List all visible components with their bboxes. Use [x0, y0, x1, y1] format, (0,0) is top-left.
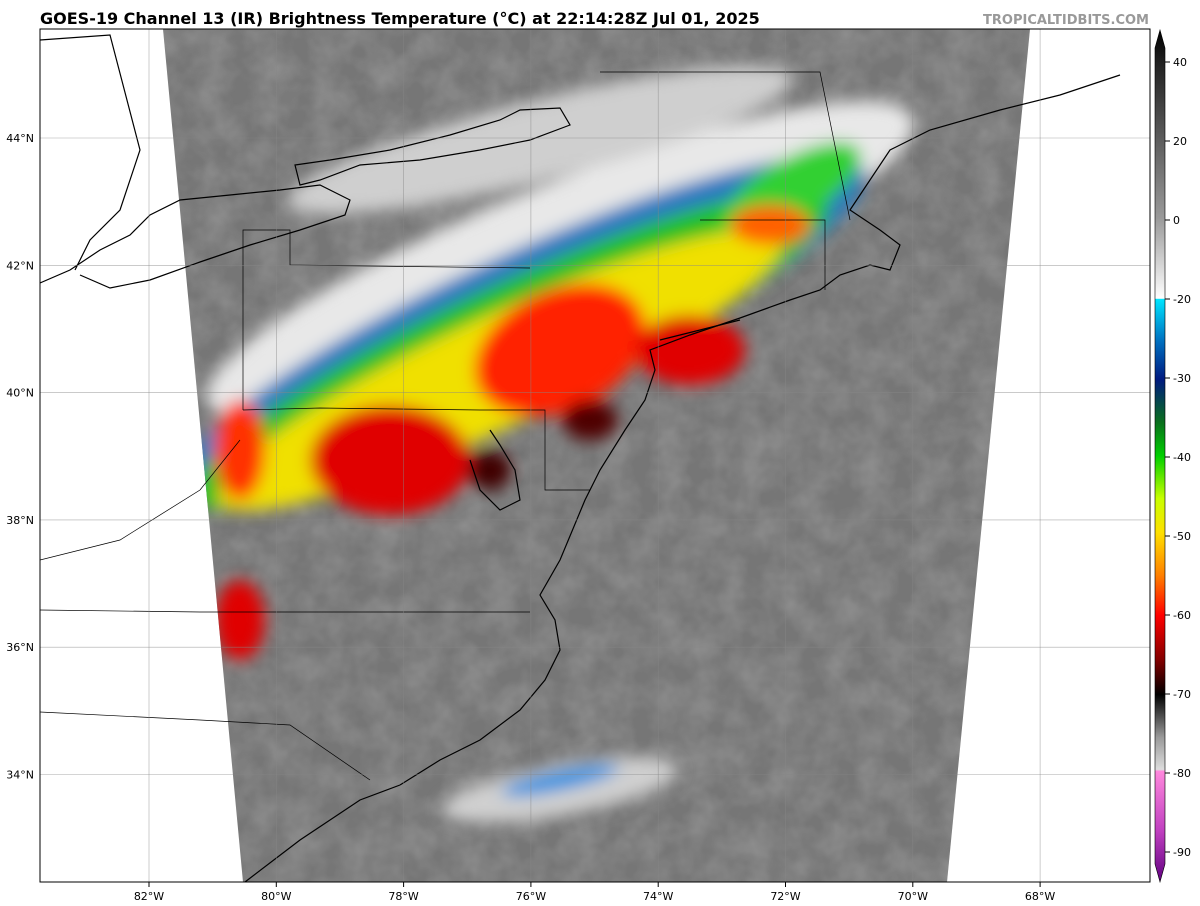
- lat-label: 40°N: [6, 387, 34, 400]
- colorbar: [1154, 28, 1166, 884]
- lat-label: 34°N: [6, 769, 34, 782]
- lon-label: 82°W: [134, 890, 164, 903]
- colorbar-label: -90: [1173, 846, 1191, 859]
- lon-label: 74°W: [643, 890, 673, 903]
- lon-label: 70°W: [898, 890, 928, 903]
- colorbar-label: -20: [1173, 293, 1191, 306]
- lon-label: 76°W: [516, 890, 546, 903]
- lon-label: 78°W: [388, 890, 418, 903]
- lon-label: 72°W: [770, 890, 800, 903]
- map-frame: [39, 28, 1151, 883]
- colorbar-label: -80: [1173, 767, 1191, 780]
- colorbar-label: -40: [1173, 451, 1191, 464]
- colorbar-label: -60: [1173, 609, 1191, 622]
- colorbar-label: 40: [1173, 56, 1187, 69]
- colorbar-label: -70: [1173, 688, 1191, 701]
- cloud-shield: [174, 66, 914, 823]
- credit: TROPICALTIDBITS.COM: [983, 13, 1149, 28]
- lat-label: 42°N: [6, 259, 34, 272]
- borders: [40, 71, 851, 781]
- imagery: [163, 29, 1030, 882]
- graticule: [40, 29, 1150, 882]
- colorbar-label: -30: [1173, 372, 1191, 385]
- lat-label: 38°N: [6, 514, 34, 527]
- colorbar-label: 20: [1173, 135, 1187, 148]
- coastlines: [40, 34, 1121, 882]
- lat-label: 36°N: [6, 641, 34, 654]
- title: GOES-19 Channel 13 (IR) Brightness Tempe…: [40, 9, 760, 28]
- colorbar-label: -50: [1173, 530, 1191, 543]
- lat-label: 44°N: [6, 132, 34, 145]
- lon-label: 68°W: [1025, 890, 1055, 903]
- colorbar-label: 0: [1173, 214, 1180, 227]
- map-area: [40, 29, 1150, 882]
- lon-label: 80°W: [261, 890, 291, 903]
